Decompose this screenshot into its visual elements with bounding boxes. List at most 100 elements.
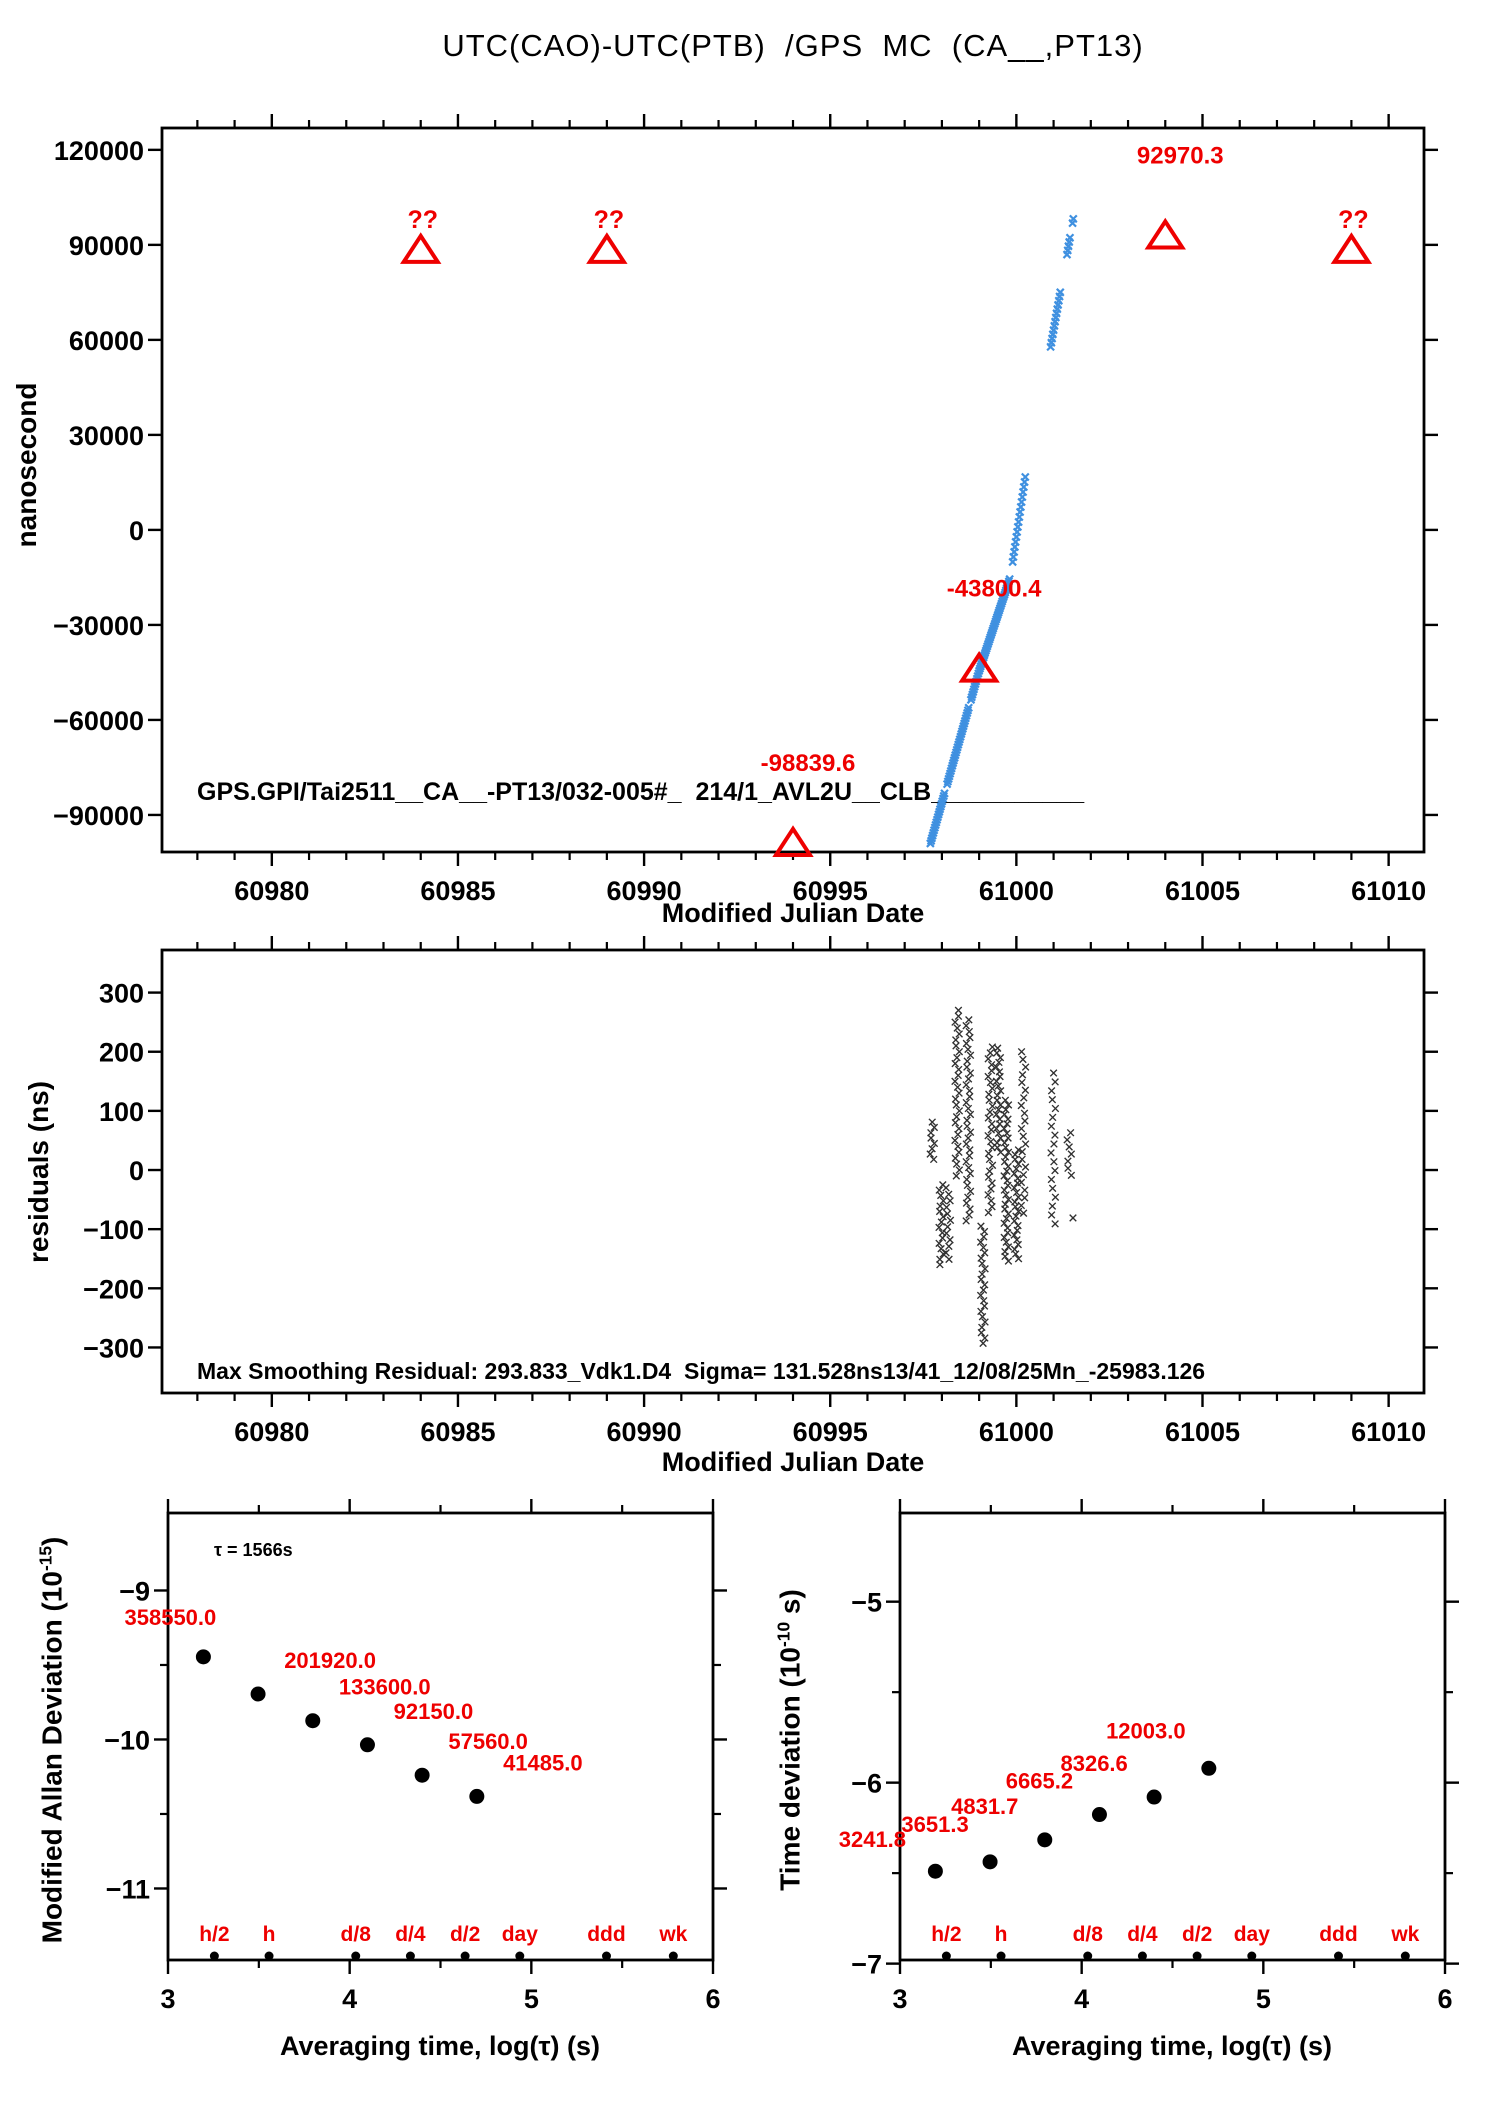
svg-text:60990: 60990 [607, 1417, 682, 1447]
deviation-point [1037, 1832, 1053, 1848]
svg-text:d/8: d/8 [1073, 1923, 1104, 1946]
svg-text:200: 200 [99, 1038, 144, 1068]
svg-text:61000: 61000 [979, 876, 1054, 906]
svg-text:120000: 120000 [54, 136, 144, 166]
svg-text:h: h [263, 1923, 276, 1946]
svg-text:−7: −7 [851, 1950, 882, 1980]
calibration-triangle [958, 650, 1000, 683]
svg-text:3241.8: 3241.8 [839, 1827, 906, 1852]
svg-text:41485.0: 41485.0 [503, 1750, 583, 1775]
calibration-triangle [1144, 217, 1186, 250]
calibration-triangle [772, 825, 814, 857]
svg-text:60985: 60985 [420, 876, 495, 906]
svg-text:61000: 61000 [979, 1417, 1054, 1447]
svg-text:−100: −100 [83, 1215, 144, 1245]
top-plot-xlabel: Modified Julian Date [661, 898, 925, 928]
svg-text:wk: wk [1390, 1923, 1419, 1946]
svg-text:6665.2: 6665.2 [1006, 1769, 1073, 1794]
svg-text:d/8: d/8 [341, 1923, 372, 1946]
residuals-ticks: 60980 60985 60990 60995 61000 61005 61010 300 20… [83, 936, 1438, 1447]
svg-text:h: h [995, 1923, 1008, 1946]
deviation-point [305, 1713, 321, 1729]
residuals-plot: 60980 60985 60990 60995 61000 61005 61010 300 20… [83, 936, 1438, 1447]
svg-text:60995: 60995 [793, 1417, 868, 1447]
svg-text:d/2: d/2 [450, 1923, 480, 1946]
svg-text:61005: 61005 [1165, 876, 1240, 906]
svg-text:5: 5 [524, 1984, 539, 2014]
deviation-point [359, 1737, 375, 1753]
modified-allan-deviation-ticks: 3 4 5 6 −9 −10 −11 [104, 1499, 727, 2014]
svg-text:60995: 60995 [793, 876, 868, 906]
svg-text:358550.0: 358550.0 [125, 1605, 217, 1630]
svg-text:−5: −5 [851, 1588, 882, 1618]
svg-text:3: 3 [160, 1984, 175, 2014]
deviation-point [195, 1649, 211, 1665]
tau-axis-dot [1247, 1951, 1257, 1961]
deviation-point [927, 1863, 943, 1879]
svg-text:−200: −200 [83, 1274, 144, 1304]
svg-text:−60000: −60000 [53, 706, 144, 736]
calibration-triangles: ?? ?? -98839.6 -43800.4 92970.3?? [400, 142, 1373, 857]
svg-text:57560.0: 57560.0 [448, 1729, 528, 1754]
svg-text:60000: 60000 [69, 326, 144, 356]
deviation-point [1201, 1760, 1217, 1776]
tau-axis-dot [1192, 1951, 1202, 1961]
svg-text:h/2: h/2 [199, 1923, 229, 1946]
svg-text:ddd: ddd [587, 1923, 625, 1946]
svg-text:6: 6 [705, 1984, 720, 2014]
svg-text:60980: 60980 [234, 876, 309, 906]
deviation-point [414, 1767, 430, 1783]
tau-axis-dot [1333, 1951, 1343, 1961]
tau-axis-dot [405, 1951, 415, 1961]
tau-axis-dot [351, 1951, 361, 1961]
svg-text:ddd: ddd [1319, 1923, 1357, 1946]
tau-axis-dot [264, 1951, 274, 1961]
svg-text:??: ?? [594, 206, 625, 234]
svg-text:300: 300 [99, 979, 144, 1009]
svg-text:100: 100 [99, 1097, 144, 1127]
svg-text:8326.6: 8326.6 [1060, 1751, 1127, 1776]
time-difference-plot: 60980 60985 60990 60995 61000 61005 61010 12000… [53, 114, 1438, 906]
svg-text:??: ?? [1338, 206, 1369, 234]
svg-text:61005: 61005 [1165, 1417, 1240, 1447]
figure-title: UTC(CAO)-UTC(PTB) /GPS MC (CA__,PT13) [442, 28, 1144, 63]
tau-axis-dot [460, 1951, 470, 1961]
svg-text:??: ?? [407, 206, 438, 234]
tau-axis-dot [1083, 1951, 1093, 1961]
svg-text:d/2: d/2 [1182, 1923, 1212, 1946]
svg-text:4: 4 [342, 1984, 357, 2014]
tau-axis-dot [601, 1951, 611, 1961]
deviation-point [250, 1686, 266, 1702]
time-difference-frame [160, 126, 1426, 854]
svg-text:d/4: d/4 [1127, 1923, 1158, 1946]
svg-text:92970.3: 92970.3 [1137, 142, 1224, 169]
svg-text:90000: 90000 [69, 231, 144, 261]
svg-text:−6: −6 [851, 1769, 882, 1799]
svg-text:92150.0: 92150.0 [394, 1699, 474, 1724]
time-difference-ticks: 60980 60985 60990 60995 61000 61005 61010 12000… [53, 114, 1438, 906]
tau-axis-dot [515, 1951, 525, 1961]
svg-text:60990: 60990 [607, 876, 682, 906]
svg-text:3651.3: 3651.3 [901, 1812, 968, 1837]
svg-text:−30000: −30000 [53, 611, 144, 641]
tdev-xlabel: Averaging time, log(τ) (s) [1011, 2031, 1333, 2061]
calibration-triangle [400, 232, 442, 264]
svg-text:201920.0: 201920.0 [284, 1648, 376, 1673]
svg-text:6: 6 [1437, 1984, 1452, 2014]
tau-axis-dot [941, 1951, 951, 1961]
time-deviation-plot: 3 4 5 6 −5 −6 −7 3241.83651.34831.76665.28326.6… [839, 1499, 1459, 2014]
svg-text:3: 3 [892, 1984, 907, 2014]
svg-text:-43800.4: -43800.4 [947, 576, 1042, 603]
svg-text:wk: wk [658, 1923, 687, 1946]
svg-text:61010: 61010 [1351, 1417, 1426, 1447]
residual-points [926, 1006, 1077, 1348]
svg-text:−10: −10 [104, 1725, 150, 1755]
svg-text:0: 0 [129, 516, 144, 546]
tau-interval-labels: h/2 h d/8 d/4 d/2 day ddd wk [931, 1923, 1420, 1961]
svg-text:4: 4 [1074, 1984, 1089, 2014]
tau-axis-dot [668, 1951, 678, 1961]
tau-axis-dot [209, 1951, 219, 1961]
deviation-point [1146, 1789, 1162, 1805]
